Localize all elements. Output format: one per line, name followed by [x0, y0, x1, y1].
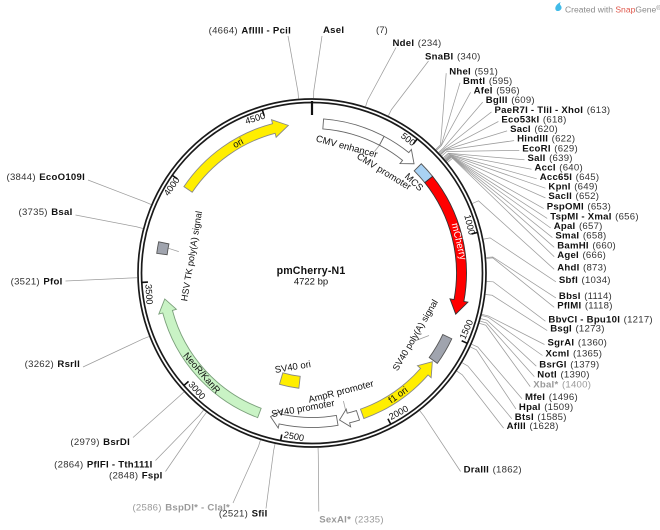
svg-text:AgeI(666): AgeI (666) [557, 250, 606, 261]
svg-text:1000: 1000 [462, 214, 477, 236]
svg-text:(3521)PfoI: (3521) PfoI [11, 277, 63, 288]
svg-text:pmCherry-N1: pmCherry-N1 [277, 265, 346, 277]
svg-text:ori: ori [231, 136, 246, 151]
svg-text:3500: 3500 [143, 284, 154, 305]
svg-text:SgrAI(1360): SgrAI (1360) [548, 338, 608, 349]
svg-text:XcmI(1365): XcmI (1365) [546, 349, 603, 360]
svg-text:ApaI(657): ApaI (657) [554, 221, 603, 232]
svg-text:PflMI(1118): PflMI (1118) [557, 300, 612, 311]
svg-text:BbvCI - Bpu10I(1217): BbvCI - Bpu10I (1217) [548, 314, 652, 325]
svg-text:MfeI(1496): MfeI (1496) [525, 392, 578, 403]
svg-text:AccI(640): AccI (640) [535, 162, 583, 173]
svg-text:(2586)BspDI* - ClaI*: (2586) BspDI* - ClaI* [132, 503, 230, 514]
svg-text:EcoRI(629): EcoRI (629) [522, 144, 578, 155]
svg-text:BtsI(1585): BtsI (1585) [515, 412, 567, 423]
svg-text:BbsI(1114): BbsI (1114) [559, 291, 612, 302]
svg-text:(3262)RsrII: (3262) RsrII [25, 359, 80, 370]
svg-text:NheI(591): NheI (591) [449, 66, 498, 77]
svg-text:SnaBI(340): SnaBI (340) [425, 52, 481, 63]
svg-text:(2848)FspI: (2848) FspI [109, 471, 163, 482]
svg-text:HindIII(622): HindIII (622) [517, 134, 575, 145]
svg-text:SbfI(1034): SbfI (1034) [559, 275, 611, 286]
svg-text:HpaI(1509): HpaI (1509) [519, 402, 574, 413]
svg-text:(2521)SfiI: (2521) SfiI [219, 509, 268, 520]
svg-text:BsrGI(1379): BsrGI (1379) [539, 359, 599, 370]
svg-text:BamHI(660): BamHI (660) [557, 240, 616, 251]
svg-text:XbaI*(1400): XbaI* (1400) [533, 380, 591, 391]
svg-text:NotI(1390): NotI (1390) [537, 370, 589, 381]
svg-text:BsgI(1273): BsgI (1273) [550, 324, 605, 335]
svg-text:AseI: AseI [323, 25, 344, 36]
svg-text:(3735)BsaI: (3735) BsaI [19, 207, 73, 218]
svg-text:(3844)EcoO109I: (3844) EcoO109I [7, 172, 86, 183]
svg-text:Created with SnapGene®: Created with SnapGene® [565, 4, 660, 14]
svg-text:SacI(620): SacI (620) [510, 124, 558, 135]
svg-text:Acc65I(645): Acc65I (645) [540, 172, 600, 183]
svg-text:(4664)AflIII - PciI: (4664) AflIII - PciI [209, 26, 291, 37]
svg-text:NdeI(234): NdeI (234) [393, 38, 442, 49]
svg-text:Eco53kI(618): Eco53kI (618) [501, 115, 566, 126]
svg-text:SalI(639): SalI (639) [528, 153, 573, 164]
svg-text:2500: 2500 [283, 430, 305, 444]
svg-text:DraIII(1862): DraIII (1862) [464, 465, 522, 476]
svg-text:PspOMI(653): PspOMI (653) [547, 202, 611, 213]
svg-text:AflII(1628): AflII (1628) [507, 421, 559, 432]
svg-text:4722 bp: 4722 bp [294, 277, 328, 288]
svg-text:AfeI(596): AfeI (596) [474, 85, 520, 96]
svg-text:(7): (7) [376, 25, 388, 36]
svg-text:(2864)PflFI - Tth111I: (2864) PflFI - Tth111I [54, 460, 152, 471]
svg-text:TspMI - XmaI(656): TspMI - XmaI (656) [550, 212, 639, 223]
svg-text:PaeR7I - TliI - XhoI(613): PaeR7I - TliI - XhoI (613) [495, 105, 611, 116]
